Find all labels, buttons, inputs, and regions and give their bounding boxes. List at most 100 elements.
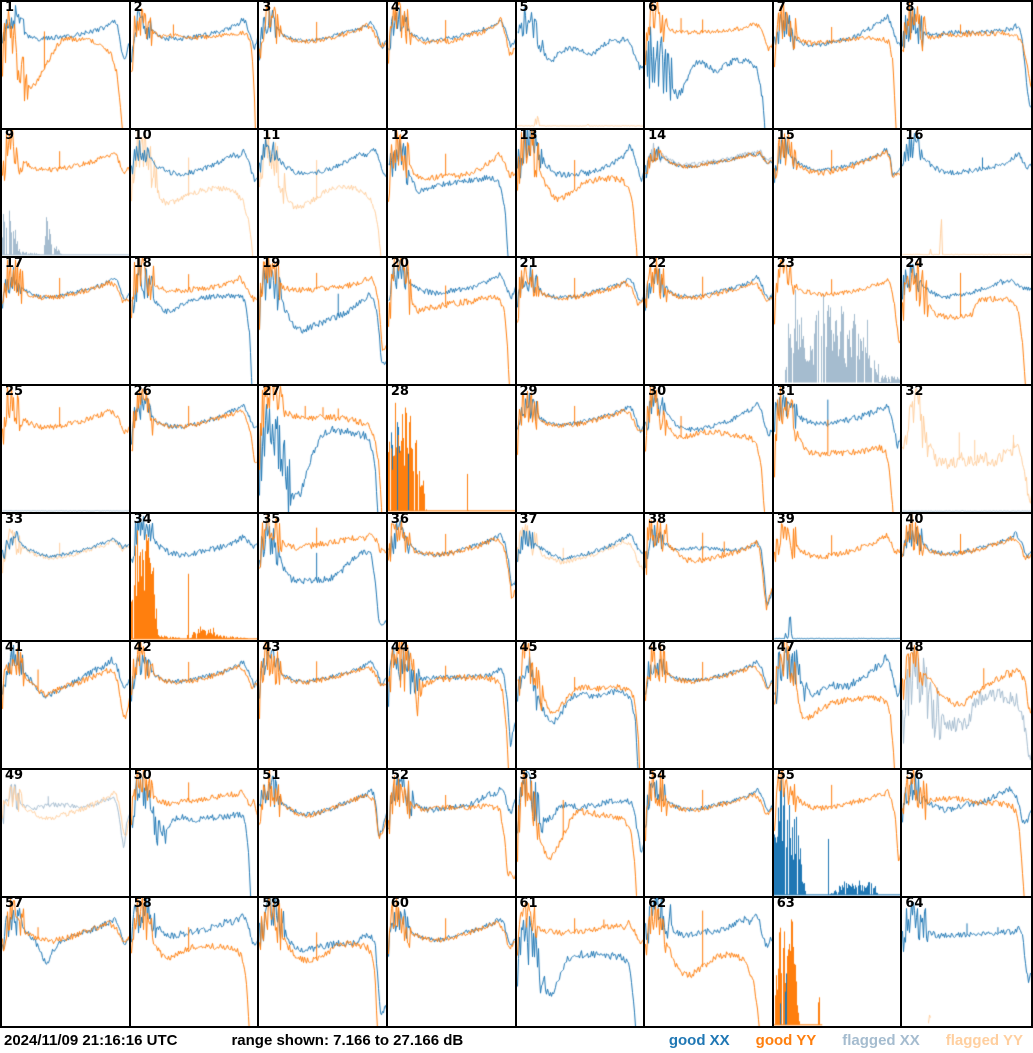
spectrum-panel-61[interactable]: 61 (516, 898, 646, 1026)
spectrum-panel-29[interactable]: 29 (516, 386, 646, 514)
spectrum-panel-25[interactable]: 25 (2, 386, 131, 514)
spectrum-panel-16[interactable]: 16 (902, 130, 1031, 258)
spectrum-panel-8[interactable]: 8 (902, 2, 1031, 130)
spectrum-panel-2[interactable]: 2 (130, 2, 260, 130)
spectrum-panel-5[interactable]: 5 (516, 2, 646, 130)
spectrum-plot (130, 898, 258, 1026)
spectrum-panel-21[interactable]: 21 (516, 258, 646, 386)
spectrum-panel-27[interactable]: 27 (259, 386, 388, 514)
antenna-number: 3 (262, 2, 272, 15)
spectrum-panel-7[interactable]: 7 (773, 2, 903, 130)
spectrum-plot (773, 514, 901, 640)
spectrum-panel-46[interactable]: 46 (645, 642, 774, 770)
spectrum-panel-31[interactable]: 31 (773, 386, 903, 514)
antenna-number: 46 (648, 642, 667, 655)
spectrum-panel-41[interactable]: 41 (2, 642, 131, 770)
spectrum-panel-36[interactable]: 36 (387, 514, 517, 642)
spectrum-plot (2, 258, 129, 384)
spectrum-panel-49[interactable]: 49 (2, 770, 131, 898)
spectrum-panel-20[interactable]: 20 (387, 258, 517, 386)
legend: good XX good YY flagged XX flagged YY (669, 1032, 1023, 1049)
spectrum-plot (387, 514, 515, 640)
spectrum-panel-55[interactable]: 55 (773, 770, 903, 898)
spectrum-panel-34[interactable]: 34 (130, 514, 260, 642)
spectrum-plot (259, 898, 386, 1026)
antenna-number: 58 (133, 898, 152, 911)
spectrum-panel-1[interactable]: 1 (2, 2, 131, 130)
spectrum-panel-64[interactable]: 64 (902, 898, 1031, 1026)
spectrum-panel-40[interactable]: 40 (902, 514, 1031, 642)
antenna-number: 25 (5, 386, 24, 399)
legend-flagged-yy: flagged YY (945, 1032, 1023, 1049)
spectrum-panel-39[interactable]: 39 (773, 514, 903, 642)
antenna-number: 4 (390, 2, 400, 15)
spectrum-panel-57[interactable]: 57 (2, 898, 131, 1026)
spectrum-panel-56[interactable]: 56 (902, 770, 1031, 898)
spectrum-plot (773, 2, 901, 128)
antenna-number: 49 (5, 770, 24, 783)
spectrum-panel-9[interactable]: 9 (2, 130, 131, 258)
spectrum-panel-59[interactable]: 59 (259, 898, 388, 1026)
spectrum-plot (902, 898, 1031, 1026)
spectrum-panel-44[interactable]: 44 (387, 642, 517, 770)
spectrum-panel-58[interactable]: 58 (130, 898, 260, 1026)
spectrum-panel-4[interactable]: 4 (387, 2, 517, 130)
spectrum-plot (2, 514, 129, 640)
spectrum-panel-47[interactable]: 47 (773, 642, 903, 770)
spectrum-panel-30[interactable]: 30 (645, 386, 774, 514)
spectrum-panel-19[interactable]: 19 (259, 258, 388, 386)
spectrum-panel-52[interactable]: 52 (387, 770, 517, 898)
antenna-number: 21 (519, 258, 538, 271)
spectrum-panel-62[interactable]: 62 (645, 898, 774, 1026)
antenna-number: 31 (776, 386, 795, 399)
spectrum-panel-23[interactable]: 23 (773, 258, 903, 386)
antenna-number: 51 (262, 770, 281, 783)
spectrum-plot (259, 258, 386, 384)
spectrum-panel-50[interactable]: 50 (130, 770, 260, 898)
antenna-number: 23 (776, 258, 795, 271)
spectrum-plot (902, 2, 1031, 128)
spectrum-panel-24[interactable]: 24 (902, 258, 1031, 386)
spectrum-panel-14[interactable]: 14 (645, 130, 774, 258)
spectrum-plot (259, 514, 386, 640)
spectrum-panel-13[interactable]: 13 (516, 130, 646, 258)
spectrum-plot (387, 898, 515, 1026)
spectrum-panel-18[interactable]: 18 (130, 258, 260, 386)
spectrum-panel-10[interactable]: 10 (130, 130, 260, 258)
spectrum-panel-15[interactable]: 15 (773, 130, 903, 258)
spectrum-panel-60[interactable]: 60 (387, 898, 517, 1026)
spectrum-panel-11[interactable]: 11 (259, 130, 388, 258)
spectrum-plot (645, 386, 772, 512)
spectrum-panel-48[interactable]: 48 (902, 642, 1031, 770)
antenna-number: 19 (262, 258, 281, 271)
spectrum-panel-3[interactable]: 3 (259, 2, 388, 130)
antenna-number: 45 (519, 642, 538, 655)
spectrum-panel-26[interactable]: 26 (130, 386, 260, 514)
spectrum-plot (387, 2, 515, 128)
spectrum-panel-43[interactable]: 43 (259, 642, 388, 770)
spectrum-panel-33[interactable]: 33 (2, 514, 131, 642)
spectrum-panel-54[interactable]: 54 (645, 770, 774, 898)
spectrum-panel-38[interactable]: 38 (645, 514, 774, 642)
spectrum-panel-6[interactable]: 6 (645, 2, 774, 130)
spectrum-plot (516, 258, 644, 384)
antenna-number: 55 (776, 770, 795, 783)
spectrum-plot (645, 258, 772, 384)
antenna-number: 43 (262, 642, 281, 655)
spectrum-panel-63[interactable]: 63 (773, 898, 903, 1026)
spectrum-panel-32[interactable]: 32 (902, 386, 1031, 514)
spectrum-panel-22[interactable]: 22 (645, 258, 774, 386)
spectrum-panel-35[interactable]: 35 (259, 514, 388, 642)
spectrum-panel-28[interactable]: 28 (387, 386, 517, 514)
antenna-number: 37 (519, 514, 538, 527)
spectrum-plot (516, 770, 644, 896)
spectrum-panel-17[interactable]: 17 (2, 258, 131, 386)
spectrum-plot (516, 130, 644, 256)
spectrum-panel-53[interactable]: 53 (516, 770, 646, 898)
spectrum-panel-37[interactable]: 37 (516, 514, 646, 642)
spectrum-panel-12[interactable]: 12 (387, 130, 517, 258)
antenna-number: 5 (519, 2, 529, 15)
spectrum-panel-51[interactable]: 51 (259, 770, 388, 898)
spectrum-panel-42[interactable]: 42 (130, 642, 260, 770)
spectrum-panel-45[interactable]: 45 (516, 642, 646, 770)
